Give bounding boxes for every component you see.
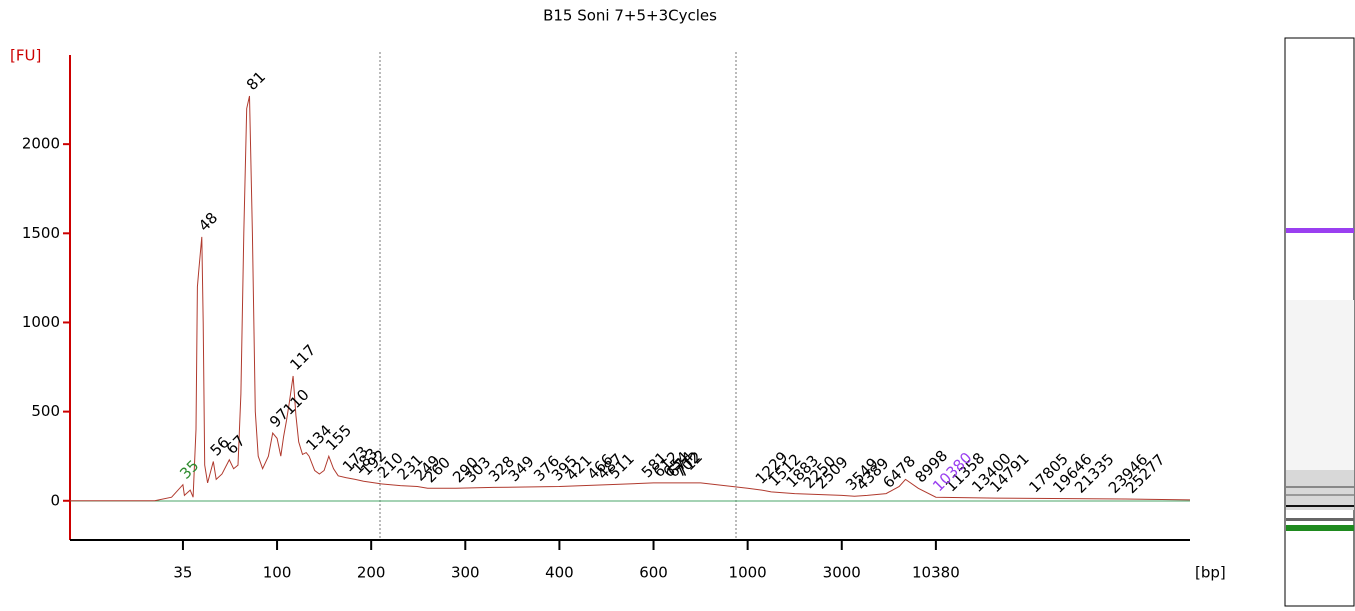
x-tick-label: 600 xyxy=(639,564,668,582)
gel-band xyxy=(1286,494,1354,496)
gel-band xyxy=(1286,486,1354,488)
gel-band xyxy=(1286,505,1354,507)
y-tick-label: 2000 xyxy=(22,135,60,153)
x-tick-label: 10380 xyxy=(912,564,960,582)
x-tick-label: 1000 xyxy=(729,564,767,582)
gel-smear xyxy=(1286,470,1354,510)
x-tick-label: 400 xyxy=(545,564,574,582)
gel-image xyxy=(1284,37,1355,607)
peak-label: 67 xyxy=(223,432,249,458)
x-tick-label: 200 xyxy=(357,564,386,582)
peak-label: 2509 xyxy=(812,453,852,493)
y-tick-label: 0 xyxy=(50,491,60,509)
y-tick-label: 1500 xyxy=(22,224,60,242)
x-axis-label: [bp] xyxy=(1195,564,1226,582)
peak-label: 48 xyxy=(195,209,221,235)
trace xyxy=(70,95,1191,502)
gel-lower-marker xyxy=(1286,525,1354,531)
y-tick-label: 1000 xyxy=(22,313,60,331)
chart-title: B15 Soni 7+5+3Cycles xyxy=(543,7,717,25)
gel-band xyxy=(1286,518,1354,521)
x-tick-label: 100 xyxy=(263,564,292,582)
peak-label: 35 xyxy=(176,457,202,483)
gel-smear xyxy=(1286,300,1354,470)
x-tick-label: 3000 xyxy=(823,564,861,582)
peak-label: 81 xyxy=(243,68,269,94)
x-tick-label: 35 xyxy=(173,564,192,582)
y-axis-label: [FU] xyxy=(10,47,41,65)
y-tick-label: 500 xyxy=(31,402,60,420)
x-tick-label: 300 xyxy=(451,564,480,582)
peak-label: 117 xyxy=(286,341,319,374)
gel-upper-marker xyxy=(1286,228,1354,233)
